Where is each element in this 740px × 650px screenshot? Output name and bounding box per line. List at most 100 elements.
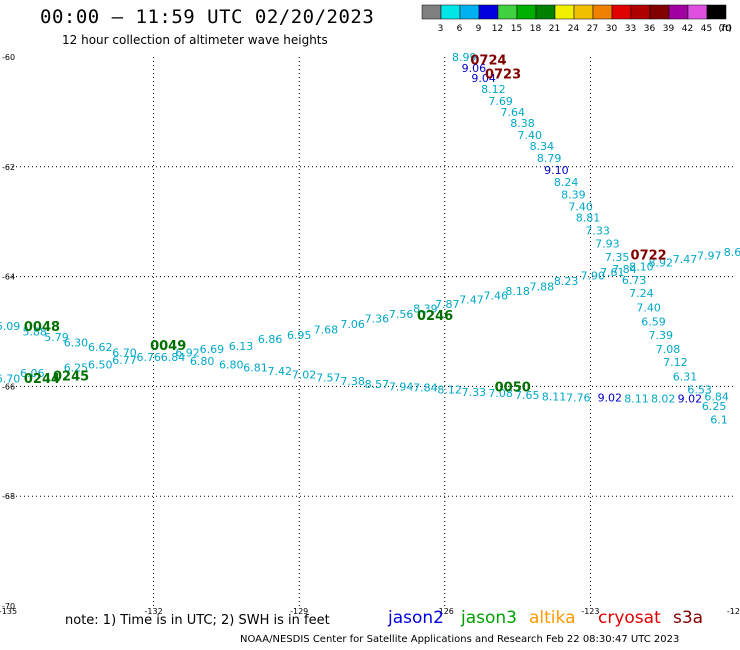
legend-label: 3 [438, 24, 444, 34]
legend-label: 6 [457, 24, 463, 34]
y-tick-label: -64 [2, 273, 15, 282]
wave-height-value: 7.42 [268, 365, 293, 378]
time-label: 0048 [24, 320, 60, 335]
legend-swatch [440, 4, 461, 20]
satellite-name: cryosat [598, 608, 661, 628]
wave-height-value: 7.33 [585, 224, 610, 237]
wave-height-value: 7.02 [292, 368, 317, 381]
wave-height-value: 6.62 [88, 341, 113, 354]
wave-height-value: 7.68 [314, 323, 339, 336]
wave-height-value: 6.73 [622, 274, 647, 287]
wave-height-value: 6.25 [702, 400, 727, 413]
wave-height-value: 9.10 [544, 164, 569, 177]
wave-height-value: 6.86 [258, 333, 283, 346]
legend-label: 39 [663, 24, 675, 34]
wave-height-value: 6.76 [136, 351, 161, 364]
satellite-name: s3a [673, 608, 704, 628]
legend-label: 15 [511, 24, 522, 34]
wave-height-value: 7.84 [612, 263, 637, 276]
time-label: 0246 [417, 309, 453, 324]
time-label: 0724 [470, 54, 506, 69]
wave-height-value: 8.38 [510, 117, 535, 130]
x-tick-label: -129 [290, 607, 308, 616]
wave-height-value: 7.36 [365, 312, 390, 325]
wave-height-value: 7.06 [340, 318, 365, 331]
wave-height-value: 8.79 [537, 152, 562, 165]
legend-label: 42 [682, 24, 693, 34]
x-tick-label: -132 [145, 607, 163, 616]
wave-height-value: 7.94 [389, 380, 414, 393]
legend-label: 9 [476, 24, 482, 34]
wave-height-value: 9.04 [471, 72, 496, 85]
time-label: 0244 [24, 372, 60, 387]
legend-swatch [459, 4, 480, 20]
time-label: 0722 [631, 249, 667, 264]
satellite-name: jason2 [388, 608, 444, 628]
wave-height-value: 7.87 [435, 298, 460, 311]
grid-lines [8, 57, 736, 606]
wave-height-value: 8.12 [437, 384, 462, 397]
axis-tick-labels: -135 -132 -129 -126 -123 -120 -60 -62 -64 -66 -68 -… [0, 53, 740, 616]
wave-height-value: 6.13 [229, 340, 254, 353]
wave-height-value: 6.69 [200, 343, 225, 356]
wave-height-value: 6.77 [112, 354, 137, 367]
wave-height-value: 7.46 [484, 289, 509, 302]
legend-swatch [649, 4, 670, 20]
wave-height-value: 7.40 [517, 129, 542, 142]
legend-label: 12 [492, 24, 503, 34]
legend-swatch [421, 4, 442, 20]
wave-height-value: 6.25 [64, 362, 89, 375]
legend-label: 36 [644, 24, 656, 34]
legend-swatch [535, 4, 556, 20]
legend-swatch [611, 4, 632, 20]
wave-height-value: 8.11 [624, 392, 649, 405]
y-tick-label: -70 [2, 602, 15, 611]
legend-label: 33 [625, 24, 636, 34]
time-label: 0049 [150, 339, 186, 354]
x-tick-label: -126 [436, 607, 454, 616]
satellite-name: jason3 [461, 608, 517, 628]
wave-height-value: 6.80 [190, 355, 215, 368]
y-tick-label: -62 [2, 163, 15, 172]
wave-height-value: 7.64 [500, 106, 525, 119]
wave-height-value: 7.65 [515, 389, 540, 402]
page-title: 00:00 – 11:59 UTC 02/20/2023 [40, 6, 375, 28]
wave-height-value: 5.88 [22, 326, 47, 339]
wave-height-value: 8.39 [413, 302, 438, 315]
legend-label: 45 [701, 24, 712, 34]
wave-height-value: 6.30 [64, 336, 89, 349]
color-legend: 3 6 9 12 15 18 21 24 27 30 33 36 39 42 45 70(ft) [421, 4, 732, 34]
x-tick-label: -135 [0, 607, 17, 616]
time-label: 0050 [495, 380, 531, 395]
wave-height-value: 9.02 [678, 392, 703, 405]
credit-line: NOAA/NESDIS Center for Satellite Applica… [240, 634, 680, 645]
wave-height-value: 6.31 [673, 371, 698, 384]
wave-height-value: 6.95 [287, 329, 312, 342]
legend-label: 24 [568, 24, 580, 34]
wave-height-value: 8.34 [530, 140, 555, 153]
legend-swatch [592, 4, 613, 20]
wave-height-value: 8.99 [452, 51, 477, 64]
wave-height-value: 6.70 [112, 346, 137, 359]
wave-height-value: 9.06 [462, 62, 487, 75]
legend-swatch [630, 4, 651, 20]
legend-unit: (ft) [718, 24, 732, 34]
wave-height-value: 6.06 [20, 367, 45, 380]
legend-swatch [573, 4, 594, 20]
wave-height-value: 6.09 [0, 320, 20, 333]
y-tick-label: -60 [2, 53, 15, 62]
wave-height-value: 6.1 [710, 413, 728, 426]
wave-height-value: 6.84 [704, 390, 729, 403]
wave-height-value: 9.02 [598, 391, 623, 404]
wave-height-value: 6.53 [687, 384, 712, 397]
wave-height-value: 6.92 [175, 346, 200, 359]
wave-height-value: 7.38 [340, 375, 365, 388]
wave-height-value: 7.35 [605, 251, 630, 264]
data-points: 8.999.069.048.127.697.648.387.408.348.79… [0, 51, 740, 426]
page-subtitle: 12 hour collection of altimeter wave hei… [62, 33, 328, 47]
wave-height-value: 6.50 [88, 358, 113, 371]
legend-swatch [478, 4, 499, 20]
wave-height-value: 7.88 [530, 280, 555, 293]
wave-height-value: 6.70 [0, 373, 20, 386]
legend-label: 18 [530, 24, 542, 34]
